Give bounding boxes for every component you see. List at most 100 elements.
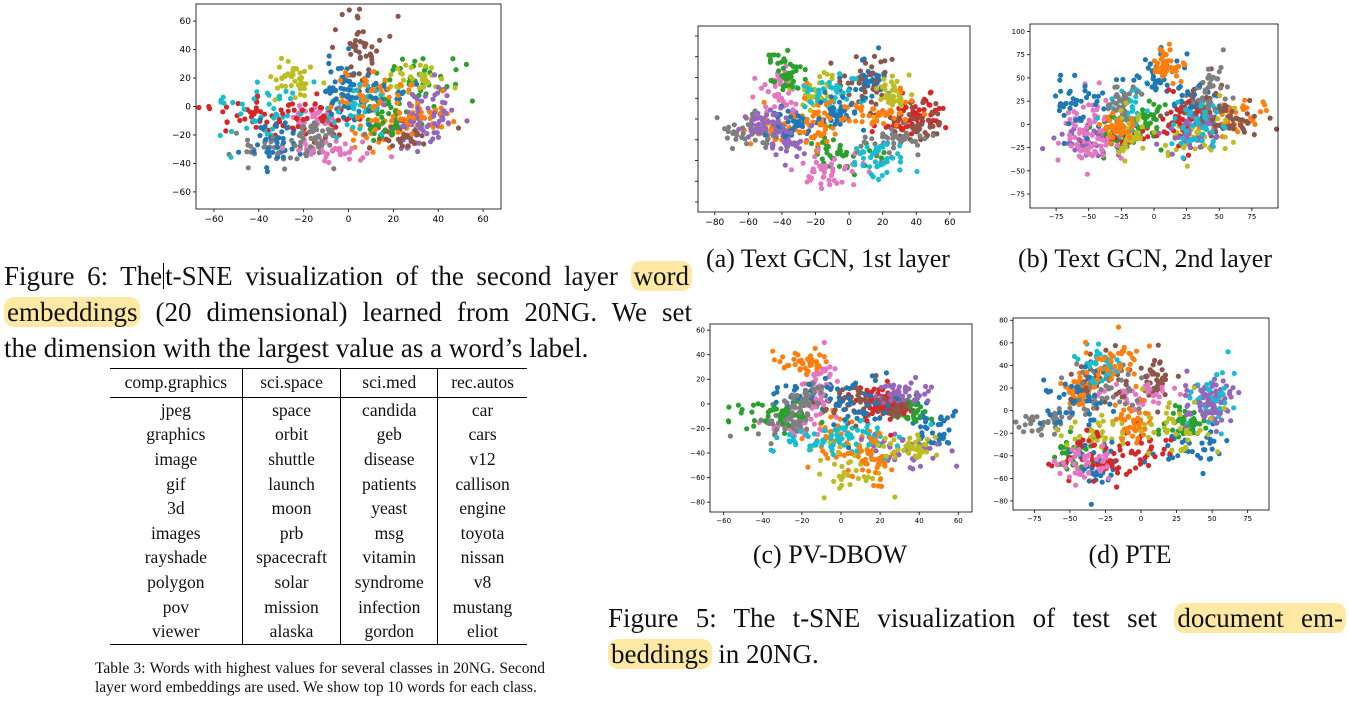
scatter-point bbox=[813, 159, 819, 165]
scatter-point bbox=[893, 88, 900, 94]
scatter-point bbox=[765, 413, 771, 419]
scatter-point bbox=[781, 398, 788, 404]
scatter-point bbox=[1096, 366, 1102, 373]
scatter-point bbox=[368, 94, 374, 100]
scatter-point bbox=[1219, 370, 1225, 376]
scatter-point bbox=[285, 108, 291, 114]
scatter-point bbox=[1114, 357, 1120, 363]
scatter-point bbox=[353, 95, 359, 101]
scatter-point bbox=[1217, 410, 1223, 416]
scatter-point bbox=[836, 163, 843, 169]
scatter-point bbox=[333, 87, 339, 93]
scatter-point bbox=[820, 437, 826, 443]
scatter-point bbox=[882, 409, 888, 416]
scatter-point bbox=[938, 421, 944, 427]
scatter-point bbox=[837, 485, 843, 491]
scatter-point bbox=[1131, 357, 1137, 363]
scatter-point bbox=[731, 122, 737, 128]
scatter-point bbox=[740, 130, 746, 137]
scatter-point bbox=[1227, 113, 1234, 119]
scatter-point bbox=[1145, 462, 1152, 469]
scatter-point bbox=[896, 384, 902, 390]
scatter-point bbox=[1145, 381, 1151, 387]
scatter-point bbox=[445, 120, 451, 126]
scatter-point bbox=[832, 366, 838, 372]
scatter-point bbox=[1100, 418, 1106, 424]
scatter-point bbox=[1076, 447, 1082, 453]
scatter-point bbox=[1085, 146, 1091, 152]
scatter-point bbox=[1199, 138, 1205, 144]
scatter-point bbox=[310, 114, 316, 120]
scatter-point bbox=[1170, 88, 1176, 95]
scatter-point bbox=[860, 467, 866, 473]
scatter-point bbox=[1125, 429, 1131, 436]
scatter-point bbox=[786, 90, 792, 96]
scatter-point bbox=[1135, 435, 1141, 442]
x-tick-label: 0 bbox=[839, 517, 843, 525]
scatter-point bbox=[843, 152, 849, 158]
scatter-point bbox=[1208, 415, 1214, 421]
scatter-point bbox=[1205, 66, 1211, 72]
scatter-point bbox=[1082, 364, 1088, 370]
scatter-point bbox=[1139, 397, 1145, 403]
scatter-point bbox=[793, 64, 799, 70]
scatter-point bbox=[1204, 382, 1210, 388]
scatter-point bbox=[1213, 420, 1219, 426]
scatter-point bbox=[809, 87, 815, 93]
scatter-point bbox=[257, 109, 264, 115]
scatter-point bbox=[750, 94, 756, 100]
scatter-point bbox=[790, 78, 796, 84]
scatter-point bbox=[1088, 417, 1094, 423]
scatter-point bbox=[1103, 455, 1109, 461]
scatter-point bbox=[829, 85, 835, 91]
scatter-point bbox=[435, 84, 441, 90]
scatter-point bbox=[1210, 143, 1216, 150]
scatter-point bbox=[1214, 109, 1220, 115]
scatter-point bbox=[853, 54, 859, 60]
scatter-point bbox=[834, 378, 840, 384]
scatter-point bbox=[1133, 131, 1140, 137]
scatter-point bbox=[877, 430, 883, 437]
scatter-point bbox=[889, 56, 895, 62]
scatter-point bbox=[1135, 449, 1141, 455]
scatter-point bbox=[1230, 139, 1236, 145]
scatter-point bbox=[866, 164, 873, 170]
scatter-point bbox=[1172, 115, 1178, 121]
scatter-point bbox=[1177, 109, 1183, 115]
scatter-point bbox=[1093, 401, 1099, 407]
scatter-point bbox=[1157, 360, 1163, 366]
scatter-point bbox=[1163, 61, 1169, 68]
scatter-point bbox=[818, 389, 824, 395]
scatter-point bbox=[847, 481, 853, 488]
scatter-point bbox=[772, 120, 778, 126]
scatter-point bbox=[369, 44, 375, 50]
scatter-point bbox=[896, 92, 902, 99]
scatter-point bbox=[405, 143, 411, 149]
scatter-point bbox=[1151, 101, 1157, 107]
scatter-point bbox=[908, 408, 914, 414]
scatter-point bbox=[1180, 124, 1186, 130]
scatter-point bbox=[1185, 139, 1191, 145]
scatter-point bbox=[908, 131, 915, 137]
scatter-point bbox=[1082, 88, 1088, 94]
scatter-point bbox=[821, 354, 827, 360]
scatter-point bbox=[895, 447, 901, 453]
scatter-point bbox=[909, 92, 915, 98]
scatter-point bbox=[1159, 73, 1165, 79]
y-tick-label: −75 bbox=[1010, 191, 1025, 199]
scatter-point bbox=[420, 56, 426, 62]
x-tick-label: −20 bbox=[795, 517, 810, 525]
scatter-point bbox=[1226, 391, 1232, 397]
scatter-point bbox=[276, 119, 283, 125]
table-row: 3d moon yeast engine bbox=[110, 496, 527, 521]
scatter-point bbox=[1135, 117, 1141, 123]
scatter-point bbox=[837, 398, 843, 404]
scatter-point bbox=[791, 356, 797, 362]
scatter-point bbox=[819, 185, 825, 191]
scatter-point bbox=[884, 94, 891, 100]
scatter-point bbox=[777, 79, 784, 85]
scatter-point bbox=[951, 409, 958, 415]
scatter-point bbox=[1224, 438, 1230, 444]
scatter-point bbox=[1082, 453, 1088, 459]
scatter-point bbox=[282, 83, 289, 89]
